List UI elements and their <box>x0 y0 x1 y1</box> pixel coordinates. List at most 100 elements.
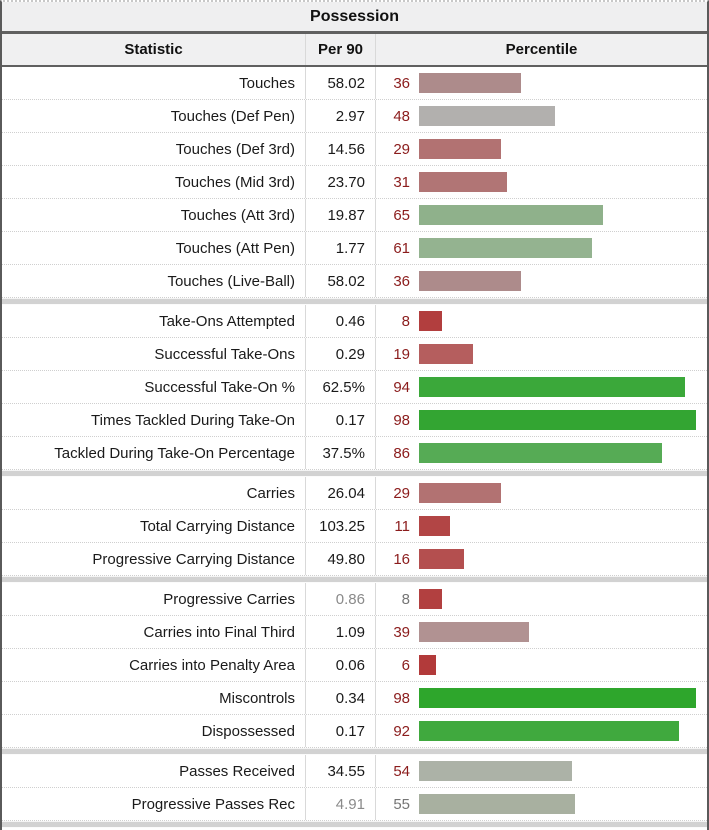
percentile-bar-track <box>419 410 699 430</box>
stat-row: Carries into Final Third 1.09 39 <box>2 616 707 649</box>
percentile-bar-track <box>419 271 699 291</box>
percentile-cell: 48 <box>376 100 707 132</box>
stat-label: Passes Received <box>179 762 295 780</box>
per90-value: 2.97 <box>305 100 376 132</box>
stat-label: Dispossessed <box>201 722 295 740</box>
percentile-value: 8 <box>401 312 410 330</box>
percentile-bar-track <box>419 106 699 126</box>
percentile-value: 55 <box>393 795 410 813</box>
percentile-bar <box>419 271 521 291</box>
column-header-row: Statistic Per 90 Percentile <box>2 34 707 67</box>
percentile-bar-track <box>419 589 699 609</box>
percentile-cell: 86 <box>376 437 707 469</box>
per90-value: 103.25 <box>305 510 376 542</box>
percentile-value: 92 <box>393 722 410 740</box>
percentile-cell: 92 <box>376 715 707 747</box>
stat-row: Touches (Att Pen) 1.77 61 <box>2 232 707 265</box>
stat-label: Progressive Carries <box>163 590 295 608</box>
percentile-bar <box>419 589 442 609</box>
percentile-bar <box>419 794 575 814</box>
section-separator <box>2 748 707 755</box>
percentile-bar <box>419 377 685 397</box>
percentile-bar-track <box>419 483 699 503</box>
percentile-bar-track <box>419 205 699 225</box>
stat-row: Times Tackled During Take-On 0.17 98 <box>2 404 707 437</box>
percentile-bar <box>419 106 555 126</box>
percentile-value: 16 <box>393 550 410 568</box>
percentile-value: 94 <box>393 378 410 396</box>
stat-row: Dispossessed 0.17 92 <box>2 715 707 748</box>
stat-row: Take-Ons Attempted 0.46 8 <box>2 305 707 338</box>
column-header-statistic: Statistic <box>124 41 183 58</box>
stat-row: Touches (Def Pen) 2.97 48 <box>2 100 707 133</box>
percentile-bar-track <box>419 794 699 814</box>
stat-row: Progressive Carrying Distance 49.80 16 <box>2 543 707 576</box>
percentile-cell: 6 <box>376 649 707 681</box>
percentile-value: 6 <box>401 656 410 674</box>
stat-row: Passes Received 34.55 54 <box>2 755 707 788</box>
stat-label: Tackled During Take-On Percentage <box>54 444 295 462</box>
per90-value: 0.86 <box>305 583 376 615</box>
percentile-cell: 98 <box>376 682 707 714</box>
percentile-cell: 11 <box>376 510 707 542</box>
percentile-cell: 55 <box>376 788 707 820</box>
per90-value: 14.56 <box>305 133 376 165</box>
percentile-bar-track <box>419 172 699 192</box>
per90-value: 0.17 <box>305 715 376 747</box>
percentile-bar <box>419 238 592 258</box>
per90-value: 19.87 <box>305 199 376 231</box>
percentile-bar <box>419 549 465 569</box>
percentile-bar <box>419 73 521 93</box>
stat-row: Touches (Live-Ball) 58.02 36 <box>2 265 707 298</box>
percentile-cell: 98 <box>376 404 707 436</box>
percentile-cell: 16 <box>376 543 707 575</box>
percentile-bar <box>419 344 473 364</box>
stat-row: Tackled During Take-On Percentage 37.5% … <box>2 437 707 470</box>
percentile-bar <box>419 443 663 463</box>
stat-label: Carries into Final Third <box>143 623 295 641</box>
per90-value: 1.09 <box>305 616 376 648</box>
percentile-bar <box>419 655 436 675</box>
stat-label: Carries into Penalty Area <box>129 656 295 674</box>
stat-row: Progressive Passes Rec 4.91 55 <box>2 788 707 821</box>
percentile-value: 65 <box>393 206 410 224</box>
section-separator <box>2 470 707 477</box>
percentile-cell: 94 <box>376 371 707 403</box>
stat-label: Touches (Live-Ball) <box>167 272 295 290</box>
per90-value: 4.91 <box>305 788 376 820</box>
percentile-value: 61 <box>393 239 410 257</box>
stat-label: Total Carrying Distance <box>139 517 295 535</box>
stat-label: Take-Ons Attempted <box>159 312 295 330</box>
percentile-bar <box>419 410 697 430</box>
percentile-value: 54 <box>393 762 410 780</box>
percentile-value: 36 <box>393 272 410 290</box>
section-separator <box>2 298 707 305</box>
percentile-cell: 8 <box>376 583 707 615</box>
percentile-cell: 36 <box>376 265 707 297</box>
percentile-cell: 36 <box>376 67 707 99</box>
table-title: Possession <box>2 2 707 34</box>
section-separator <box>2 576 707 583</box>
percentile-cell: 29 <box>376 133 707 165</box>
stat-row: Carries 26.04 29 <box>2 477 707 510</box>
percentile-value: 86 <box>393 444 410 462</box>
percentile-cell: 39 <box>376 616 707 648</box>
per90-value: 37.5% <box>305 437 376 469</box>
percentile-bar <box>419 688 697 708</box>
percentile-value: 29 <box>393 140 410 158</box>
stat-row: Touches (Mid 3rd) 23.70 31 <box>2 166 707 199</box>
column-header-percentile: Percentile <box>505 41 578 58</box>
stat-label: Progressive Passes Rec <box>131 795 295 813</box>
stat-label: Miscontrols <box>219 689 295 707</box>
stat-row: Progressive Carries 0.86 8 <box>2 583 707 616</box>
percentile-bar <box>419 139 502 159</box>
stats-table-body: Touches 58.02 36 Touches (Def Pen) 2.97 … <box>2 67 707 828</box>
percentile-value: 19 <box>393 345 410 363</box>
stat-row: Total Carrying Distance 103.25 11 <box>2 510 707 543</box>
per90-value: 0.17 <box>305 404 376 436</box>
per90-value: 62.5% <box>305 371 376 403</box>
percentile-value: 98 <box>393 411 410 429</box>
percentile-bar <box>419 205 603 225</box>
percentile-value: 11 <box>394 517 410 535</box>
